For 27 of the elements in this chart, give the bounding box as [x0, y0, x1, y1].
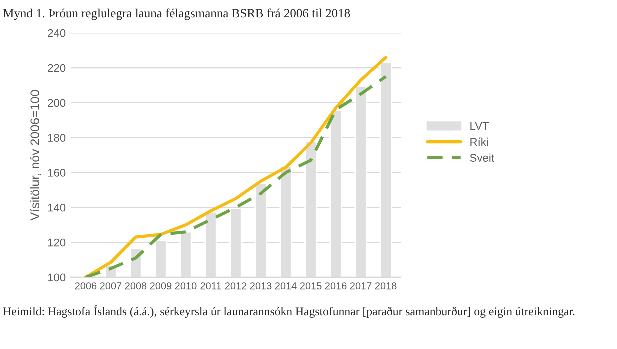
x-tick-label: 2016 [325, 282, 347, 290]
y-tick-label: 200 [48, 99, 66, 108]
y-tick-label: 240 [48, 29, 66, 38]
y-tick-label: 120 [48, 238, 66, 247]
x-tick-label: 2018 [375, 282, 397, 290]
y-tick-label: 160 [48, 169, 66, 177]
x-tick-label: 2008 [125, 282, 147, 290]
y-axis-title: Vísitölur, nóv 2006=100 [30, 90, 42, 221]
y-tick-label: 100 [48, 274, 66, 282]
x-tick-label: 2013 [250, 282, 272, 290]
y-tick-label: 140 [48, 204, 66, 212]
x-tick-label: 2014 [275, 282, 297, 290]
y-tick-label: 180 [48, 134, 66, 142]
x-tick-label: 2011 [200, 282, 222, 290]
legend-label: Sveit [470, 154, 494, 162]
x-tick-label: 2010 [175, 282, 197, 290]
x-tick-label: 2007 [100, 282, 122, 290]
chart-title: Mynd 1. Þróun reglulegra launa félagsmanna BSRB frá 2006 til 2018 [3, 8, 350, 20]
text: Heimild: Hagstofa Íslands (á.á.), sérkeyrsla úr launarannsókn Hagstofunnar [paraður samanburður] og eigin útreikningar. [3, 305, 575, 318]
legend-label: LVT [470, 122, 490, 130]
x-tick-label: 2017 [350, 282, 372, 290]
x-tick-label: 2006 [75, 282, 97, 290]
x-tick-label: 2012 [225, 282, 247, 290]
legend-label: Ríki [470, 138, 488, 146]
x-tick-label: 2009 [150, 282, 172, 290]
x-tick-label: 2015 [300, 282, 322, 290]
y-tick-label: 220 [48, 64, 66, 72]
